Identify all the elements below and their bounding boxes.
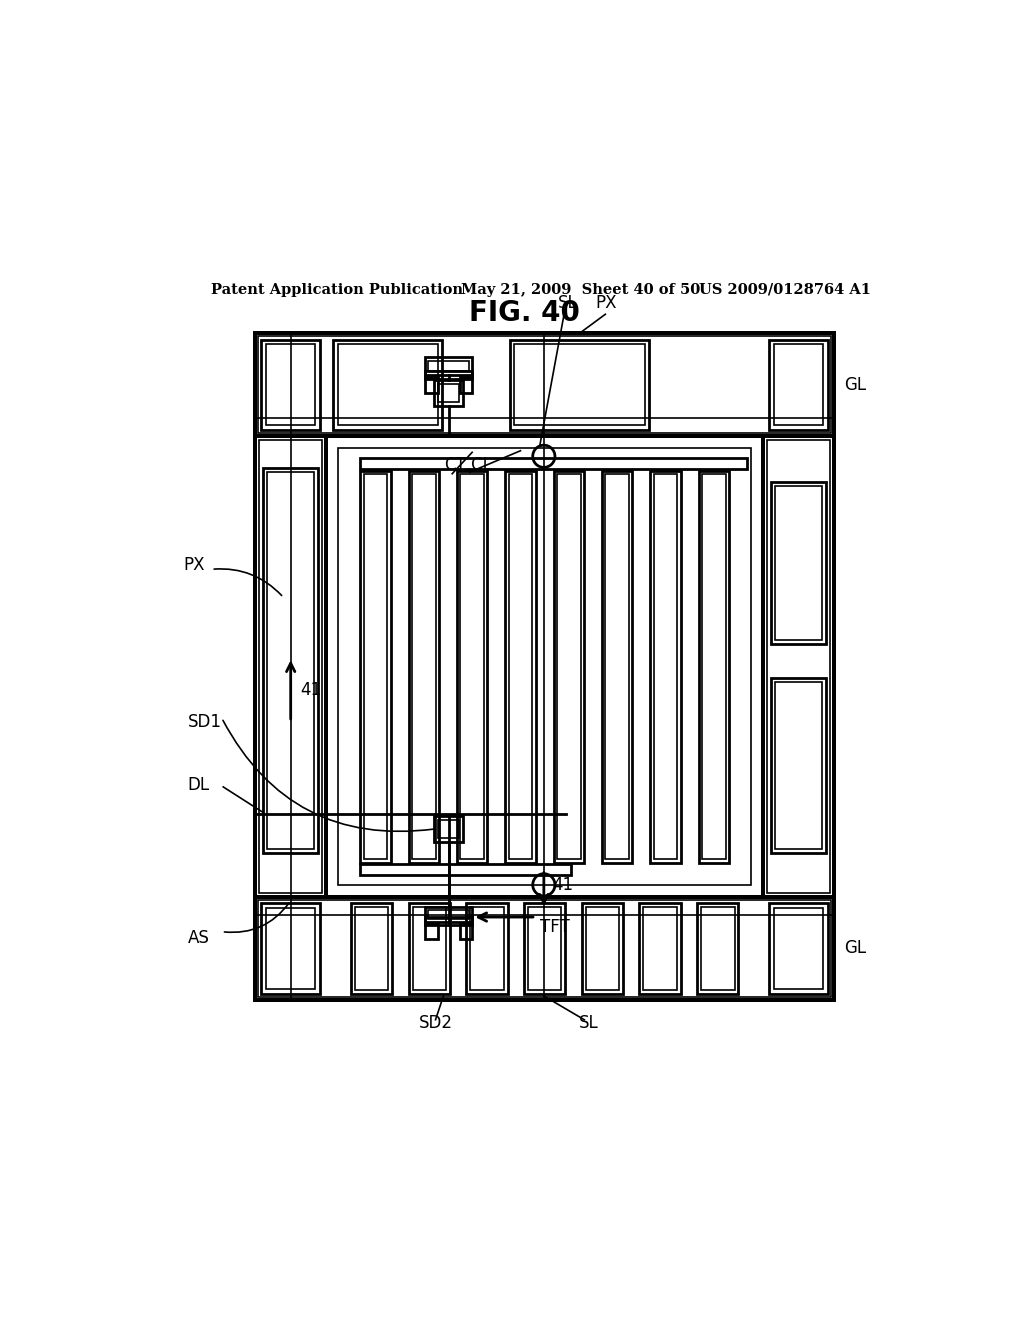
Bar xyxy=(258,337,831,433)
Bar xyxy=(460,924,472,939)
Bar xyxy=(338,345,437,425)
Bar xyxy=(327,437,763,896)
Bar xyxy=(775,487,822,640)
Bar xyxy=(360,865,571,875)
Text: DL: DL xyxy=(187,776,210,793)
Text: US 2009/0128764 A1: US 2009/0128764 A1 xyxy=(699,282,871,297)
Bar xyxy=(267,473,314,849)
Text: GL: GL xyxy=(844,940,866,957)
Bar xyxy=(360,471,390,862)
Bar xyxy=(557,474,581,859)
Text: 41: 41 xyxy=(552,876,572,894)
Bar xyxy=(425,371,472,379)
Bar xyxy=(360,458,748,469)
Bar xyxy=(333,339,442,430)
Bar xyxy=(428,360,469,371)
Bar xyxy=(425,358,472,375)
Bar xyxy=(650,471,681,862)
Bar xyxy=(701,907,734,990)
Bar xyxy=(266,908,315,989)
Bar xyxy=(582,903,623,994)
Bar xyxy=(412,474,436,859)
Bar xyxy=(771,678,826,853)
Bar xyxy=(509,474,532,859)
Bar xyxy=(528,907,561,990)
Bar xyxy=(697,903,738,994)
Text: 41: 41 xyxy=(300,681,322,698)
Bar xyxy=(364,474,387,859)
Text: May 21, 2009  Sheet 40 of 50: May 21, 2009 Sheet 40 of 50 xyxy=(461,282,700,297)
Bar xyxy=(653,474,677,859)
Bar xyxy=(774,345,823,425)
Bar xyxy=(255,437,327,896)
Bar xyxy=(255,333,835,437)
Bar xyxy=(409,903,450,994)
Bar xyxy=(698,471,729,862)
Bar xyxy=(466,903,508,994)
Bar xyxy=(586,907,620,990)
Bar xyxy=(354,907,388,990)
Bar xyxy=(643,907,677,990)
Bar xyxy=(434,380,463,405)
Bar xyxy=(263,469,318,853)
Bar xyxy=(774,908,823,989)
Bar xyxy=(434,816,463,842)
Bar xyxy=(763,437,835,896)
Bar xyxy=(639,903,681,994)
Text: PX: PX xyxy=(183,556,205,574)
Bar xyxy=(554,471,584,862)
Bar xyxy=(255,333,835,1001)
Bar xyxy=(261,903,321,994)
Bar xyxy=(255,896,835,1001)
Text: SL: SL xyxy=(579,1014,598,1032)
Bar xyxy=(258,900,831,997)
Bar xyxy=(438,820,459,838)
Bar xyxy=(769,903,828,994)
Bar xyxy=(602,471,632,862)
Bar xyxy=(460,378,472,393)
Text: SL: SL xyxy=(558,294,578,312)
Text: PX: PX xyxy=(596,294,617,312)
Bar xyxy=(767,441,830,892)
Bar xyxy=(771,483,826,644)
Bar xyxy=(457,471,487,862)
Text: SD2: SD2 xyxy=(419,1014,453,1032)
Bar xyxy=(470,907,504,990)
Bar xyxy=(514,345,645,425)
Bar xyxy=(266,345,315,425)
Bar xyxy=(409,471,439,862)
Bar xyxy=(425,378,437,393)
Bar xyxy=(261,339,321,430)
Text: Patent Application Publication: Patent Application Publication xyxy=(211,282,463,297)
Text: SD1: SD1 xyxy=(187,713,221,731)
Bar xyxy=(413,907,445,990)
Bar xyxy=(524,903,565,994)
Bar xyxy=(351,903,392,994)
Bar xyxy=(338,449,751,884)
Text: AS: AS xyxy=(187,929,209,946)
Bar xyxy=(425,907,472,923)
Bar xyxy=(438,384,459,401)
Bar xyxy=(769,339,828,430)
Bar xyxy=(425,924,437,939)
Bar xyxy=(425,917,472,925)
Bar xyxy=(605,474,629,859)
Text: TFT: TFT xyxy=(540,917,569,936)
Bar xyxy=(701,474,726,859)
Bar xyxy=(510,339,649,430)
Text: FIG. 40: FIG. 40 xyxy=(469,300,581,327)
Text: CT,CL: CT,CL xyxy=(444,455,493,474)
Bar xyxy=(428,911,469,919)
Bar xyxy=(460,474,484,859)
Text: GL: GL xyxy=(844,376,866,393)
Bar xyxy=(775,682,822,849)
Bar xyxy=(259,441,323,892)
Bar xyxy=(506,471,536,862)
